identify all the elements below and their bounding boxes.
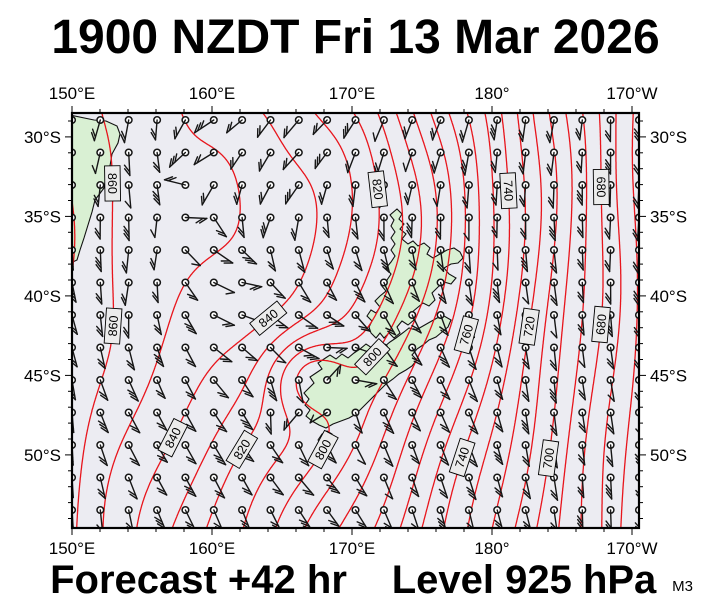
svg-text:170°W: 170°W — [606, 84, 657, 103]
svg-text:30°S: 30°S — [24, 128, 61, 147]
svg-text:Forecast +42 hr: Forecast +42 hr — [50, 558, 347, 600]
svg-text:680: 680 — [593, 313, 609, 335]
svg-text:820: 820 — [369, 178, 385, 200]
svg-text:45°S: 45°S — [24, 366, 61, 385]
svg-text:170°E: 170°E — [329, 84, 376, 103]
svg-text:45°S: 45°S — [650, 366, 687, 385]
svg-text:35°S: 35°S — [24, 207, 61, 226]
svg-text:860: 860 — [106, 315, 121, 337]
svg-text:40°S: 40°S — [24, 287, 61, 306]
svg-text:160°E: 160°E — [189, 539, 236, 558]
svg-text:150°E: 150°E — [49, 84, 96, 103]
svg-text:35°S: 35°S — [650, 207, 687, 226]
svg-text:170°W: 170°W — [606, 539, 657, 558]
svg-text:M3: M3 — [672, 578, 693, 595]
svg-text:50°S: 50°S — [650, 446, 687, 465]
svg-text:50°S: 50°S — [24, 446, 61, 465]
svg-text:180°: 180° — [474, 84, 509, 103]
svg-text:720: 720 — [521, 315, 538, 338]
svg-text:170°E: 170°E — [329, 539, 376, 558]
svg-text:160°E: 160°E — [189, 84, 236, 103]
svg-text:700: 700 — [541, 447, 558, 470]
svg-text:180°: 180° — [474, 539, 509, 558]
svg-text:Level 925 hPa: Level 925 hPa — [392, 558, 657, 600]
svg-text:150°E: 150°E — [49, 539, 96, 558]
svg-text:740: 740 — [501, 180, 516, 202]
svg-text:1900 NZDT Fri 13 Mar 2026: 1900 NZDT Fri 13 Mar 2026 — [51, 11, 659, 64]
svg-text:40°S: 40°S — [650, 287, 687, 306]
svg-text:860: 860 — [105, 173, 119, 194]
svg-text:30°S: 30°S — [650, 128, 687, 147]
svg-text:680: 680 — [594, 176, 608, 197]
